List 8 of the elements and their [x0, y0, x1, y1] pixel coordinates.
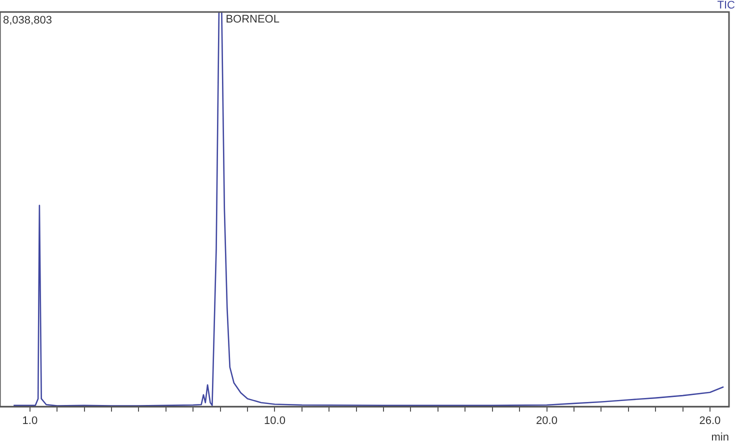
annotation: 8,038,803: [3, 14, 52, 27]
text: TIC: [717, 0, 735, 12]
x-axis-title: min: [711, 431, 729, 444]
annotation: BORNEOL: [226, 14, 280, 26]
x-tick-label: 10.0: [264, 415, 286, 428]
x-tick-label: 20.0: [536, 415, 558, 428]
x-tick-label: 26.0: [699, 415, 721, 428]
x-tick-label: 1.0: [22, 415, 38, 428]
